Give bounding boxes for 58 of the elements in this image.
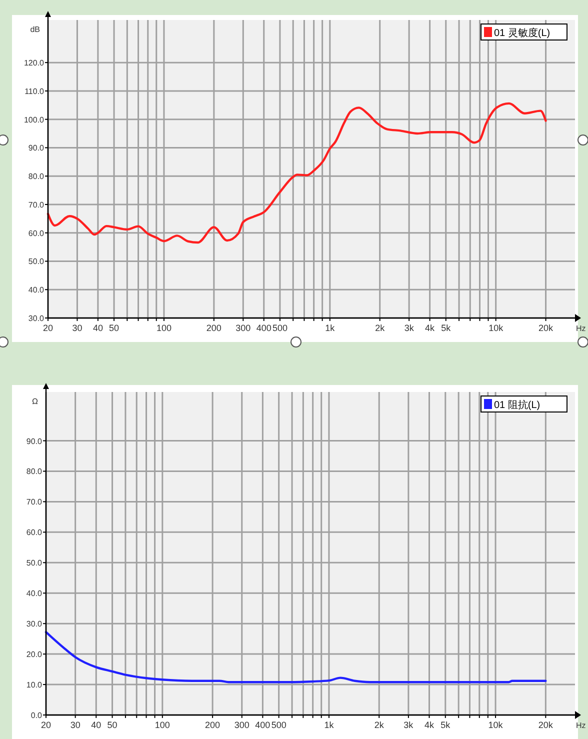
x-tick-label: 100 [156,323,172,333]
y-tick-label: 90.0 [26,436,43,446]
legend-label: 01 阻抗(L) [494,399,540,411]
y-tick-label: 40.0 [28,286,45,295]
y-tick-label: 40.0 [26,589,43,598]
x-tick-label: 200 [205,720,220,730]
x-tick-label: 20 [40,720,52,730]
x-tick-label: 300 [234,720,250,730]
x-tick-label: 3k [404,323,414,333]
x-tick-label: 500 [272,323,288,333]
x-tick-label: 400 [256,323,272,333]
x-tick-label: 400 [255,720,270,730]
x-tick-label: 2k [375,323,386,333]
x-axis-title: Hz [576,721,586,730]
y-tick-label: 60.0 [26,528,43,538]
y-tick-label: 50.0 [28,257,45,266]
x-tick-label: 500 [271,720,286,730]
y-tick-label: 50.0 [26,558,43,568]
x-tick-label: 4k [425,323,436,333]
x-tick-label: 300 [236,323,251,333]
x-tick-label: 1k [325,323,336,333]
x-tick-label: 10k [488,323,504,333]
x-tick-label: 200 [206,323,222,333]
x-axis-title: Hz [576,324,586,333]
x-tick-label: 3k [404,720,414,730]
x-tick-label: 20k [538,323,554,333]
legend-label: 01 灵敏度(L) [494,27,550,39]
y-tick-label: 80.0 [28,172,45,182]
x-tick-label: 1k [324,720,334,730]
y-tick-label: 70.0 [26,498,43,507]
x-tick-label: 40 [92,323,103,333]
y-tick-label: 0.0 [30,711,43,720]
y-tick-label: 30.0 [28,314,45,323]
y-tick-label: 110.0 [24,86,45,96]
x-tick-label: 20k [538,720,554,730]
y-tick-label: 20.0 [26,650,43,660]
x-tick-label: 5k [440,720,451,730]
y-tick-label: 90.0 [28,144,45,153]
x-tick-label: 50 [109,323,120,333]
y-tick-label: 80.0 [26,467,43,476]
y-tick-label: 100.0 [24,115,45,124]
y-axis-title: dB [30,25,40,34]
y-axis-title: Ω [32,397,38,406]
x-tick-label: 10k [488,720,504,730]
x-tick-label: 2k [374,720,384,730]
y-tick-label: 70.0 [28,200,45,210]
x-tick-label: 5k [441,323,452,333]
y-tick-label: 120.0 [24,58,45,68]
x-tick-label: 30 [72,323,82,333]
y-tick-label: 60.0 [28,228,45,238]
y-tick-label: 10.0 [26,680,43,690]
y-tick-label: 30.0 [26,620,43,629]
x-tick-label: 20 [42,323,54,333]
x-tick-label: 100 [154,720,170,730]
x-tick-label: 4k [424,720,434,730]
x-tick-label: 40 [91,720,102,730]
x-tick-label: 30 [70,720,80,730]
x-tick-label: 50 [107,720,118,730]
